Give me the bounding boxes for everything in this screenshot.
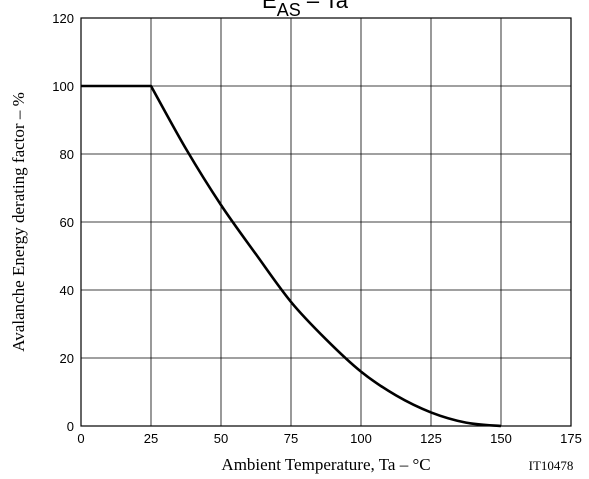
x-axis-label: Ambient Temperature, Ta – °C [221, 455, 430, 474]
chart-title-rest: – Ta [301, 0, 349, 13]
chart-title-subscript: AS [277, 0, 301, 20]
x-tick-label: 100 [350, 431, 372, 446]
series-line-derating [81, 84, 502, 428]
plot-frame [80, 17, 572, 427]
y-tick-label: 120 [52, 11, 74, 26]
grid-lines [81, 18, 571, 426]
x-tick-label: 75 [284, 431, 298, 446]
figure-code: IT10478 [529, 458, 574, 473]
y-tick-label: 100 [52, 79, 74, 94]
y-tick-label: 80 [60, 147, 74, 162]
x-tick-label: 150 [490, 431, 512, 446]
x-tick-label: 0 [77, 431, 84, 446]
x-tick-label: 50 [214, 431, 228, 446]
chart-title-main: E [262, 0, 277, 13]
y-tick-labels: 0 20 40 60 80 100 120 [52, 11, 74, 434]
svg-text:EAS – Ta: EAS – Ta [262, 0, 349, 20]
x-tick-labels: 0 25 50 75 100 125 150 175 [77, 431, 581, 446]
x-tick-label: 125 [420, 431, 442, 446]
x-tick-label: 175 [560, 431, 582, 446]
y-tick-label: 20 [60, 351, 74, 366]
y-tick-label: 0 [67, 419, 74, 434]
y-axis-label: Avalanche Energy derating factor – % [9, 92, 28, 351]
y-tick-label: 60 [60, 215, 74, 230]
title-group: EAS – Ta [262, 0, 349, 20]
x-tick-label: 25 [144, 431, 158, 446]
y-tick-label: 40 [60, 283, 74, 298]
